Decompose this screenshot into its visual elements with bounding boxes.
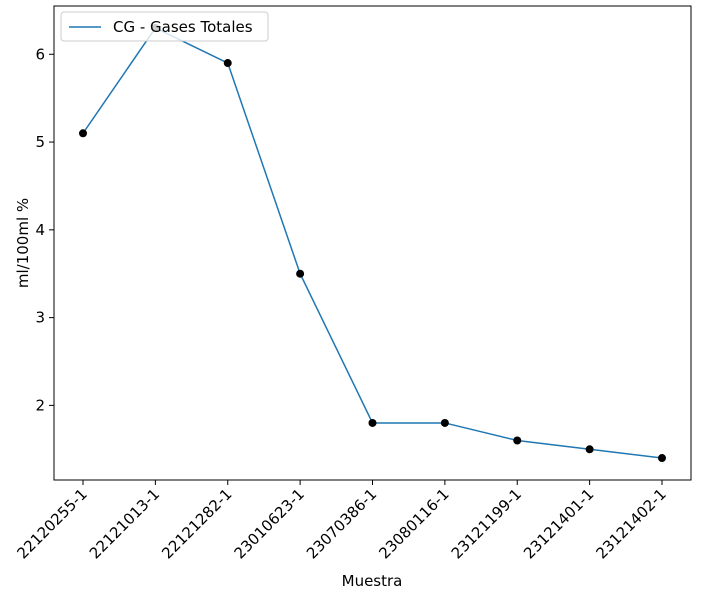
x-tick-label: 23010623-1 bbox=[231, 485, 308, 562]
y-tick-label: 4 bbox=[35, 221, 45, 239]
x-tick-label: 23121402-1 bbox=[593, 485, 670, 562]
data-point bbox=[223, 59, 232, 68]
data-point bbox=[296, 269, 305, 278]
x-tick-label: 23070386-1 bbox=[303, 485, 380, 562]
y-tick-label: 5 bbox=[35, 133, 45, 151]
y-axis-title: ml/100ml % bbox=[14, 198, 32, 288]
data-point bbox=[513, 436, 522, 445]
legend-label: CG - Gases Totales bbox=[113, 18, 253, 36]
data-point bbox=[368, 418, 377, 427]
plot-area bbox=[53, 5, 692, 481]
x-tick-label: 23121199-1 bbox=[448, 485, 525, 562]
y-tick-label: 3 bbox=[35, 309, 45, 327]
x-axis-ticks: 22120255-122121013-122121282-123010623-1… bbox=[14, 480, 670, 562]
x-tick-label: 23080116-1 bbox=[375, 485, 452, 562]
x-tick-label: 22121013-1 bbox=[86, 485, 163, 562]
data-point bbox=[79, 129, 87, 138]
legend-box bbox=[60, 11, 269, 42]
x-tick-label: 22120255-1 bbox=[14, 485, 91, 562]
y-tick-label: 2 bbox=[35, 396, 45, 414]
legend: CG - Gases Totales bbox=[60, 11, 269, 42]
data-point bbox=[658, 454, 666, 463]
y-axis-ticks: 2 3 4 5 6 bbox=[35, 45, 54, 414]
x-axis-title: Muestra bbox=[342, 572, 403, 590]
x-tick-label: 23121401-1 bbox=[520, 485, 597, 562]
y-tick-label: 6 bbox=[35, 45, 45, 63]
data-point bbox=[585, 445, 594, 454]
x-tick-label: 22121282-1 bbox=[158, 485, 235, 562]
data-point bbox=[440, 418, 449, 427]
